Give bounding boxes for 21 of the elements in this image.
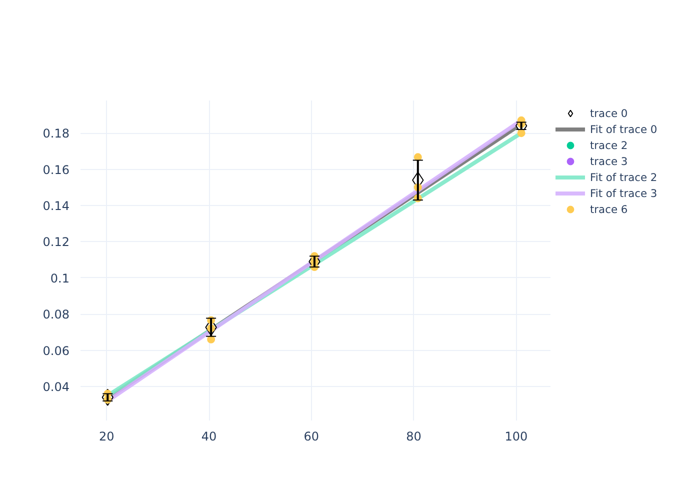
y-tick-label: 0.12 [42, 235, 70, 250]
point [517, 129, 526, 138]
legend-label: Fit of trace 3 [590, 186, 658, 201]
x-tick-label: 40 [201, 430, 217, 444]
legend-label: trace 2 [590, 138, 628, 153]
x-tick-label: 80 [406, 430, 422, 444]
x-tick-label: 100 [504, 430, 528, 444]
y-tick-label: 0.1 [50, 271, 70, 286]
legend-label: Fit of trace 2 [590, 170, 658, 185]
legend-label: trace 0 [590, 106, 628, 121]
legend-label: trace 3 [590, 154, 628, 169]
y-tick-label: 0.08 [42, 308, 70, 322]
y-tick-label: 0.06 [42, 344, 70, 358]
x-tick-label: 60 [304, 430, 320, 444]
y-tick-label: 0.14 [42, 198, 70, 213]
y-tick-label: 0.04 [42, 380, 70, 394]
legend-label: trace 6 [590, 202, 628, 217]
legend-label: Fit of trace 0 [590, 122, 658, 137]
y-tick-label: 0.18 [42, 126, 70, 141]
x-tick-label: 20 [98, 430, 114, 444]
y-tick-label: 0.16 [42, 162, 70, 177]
